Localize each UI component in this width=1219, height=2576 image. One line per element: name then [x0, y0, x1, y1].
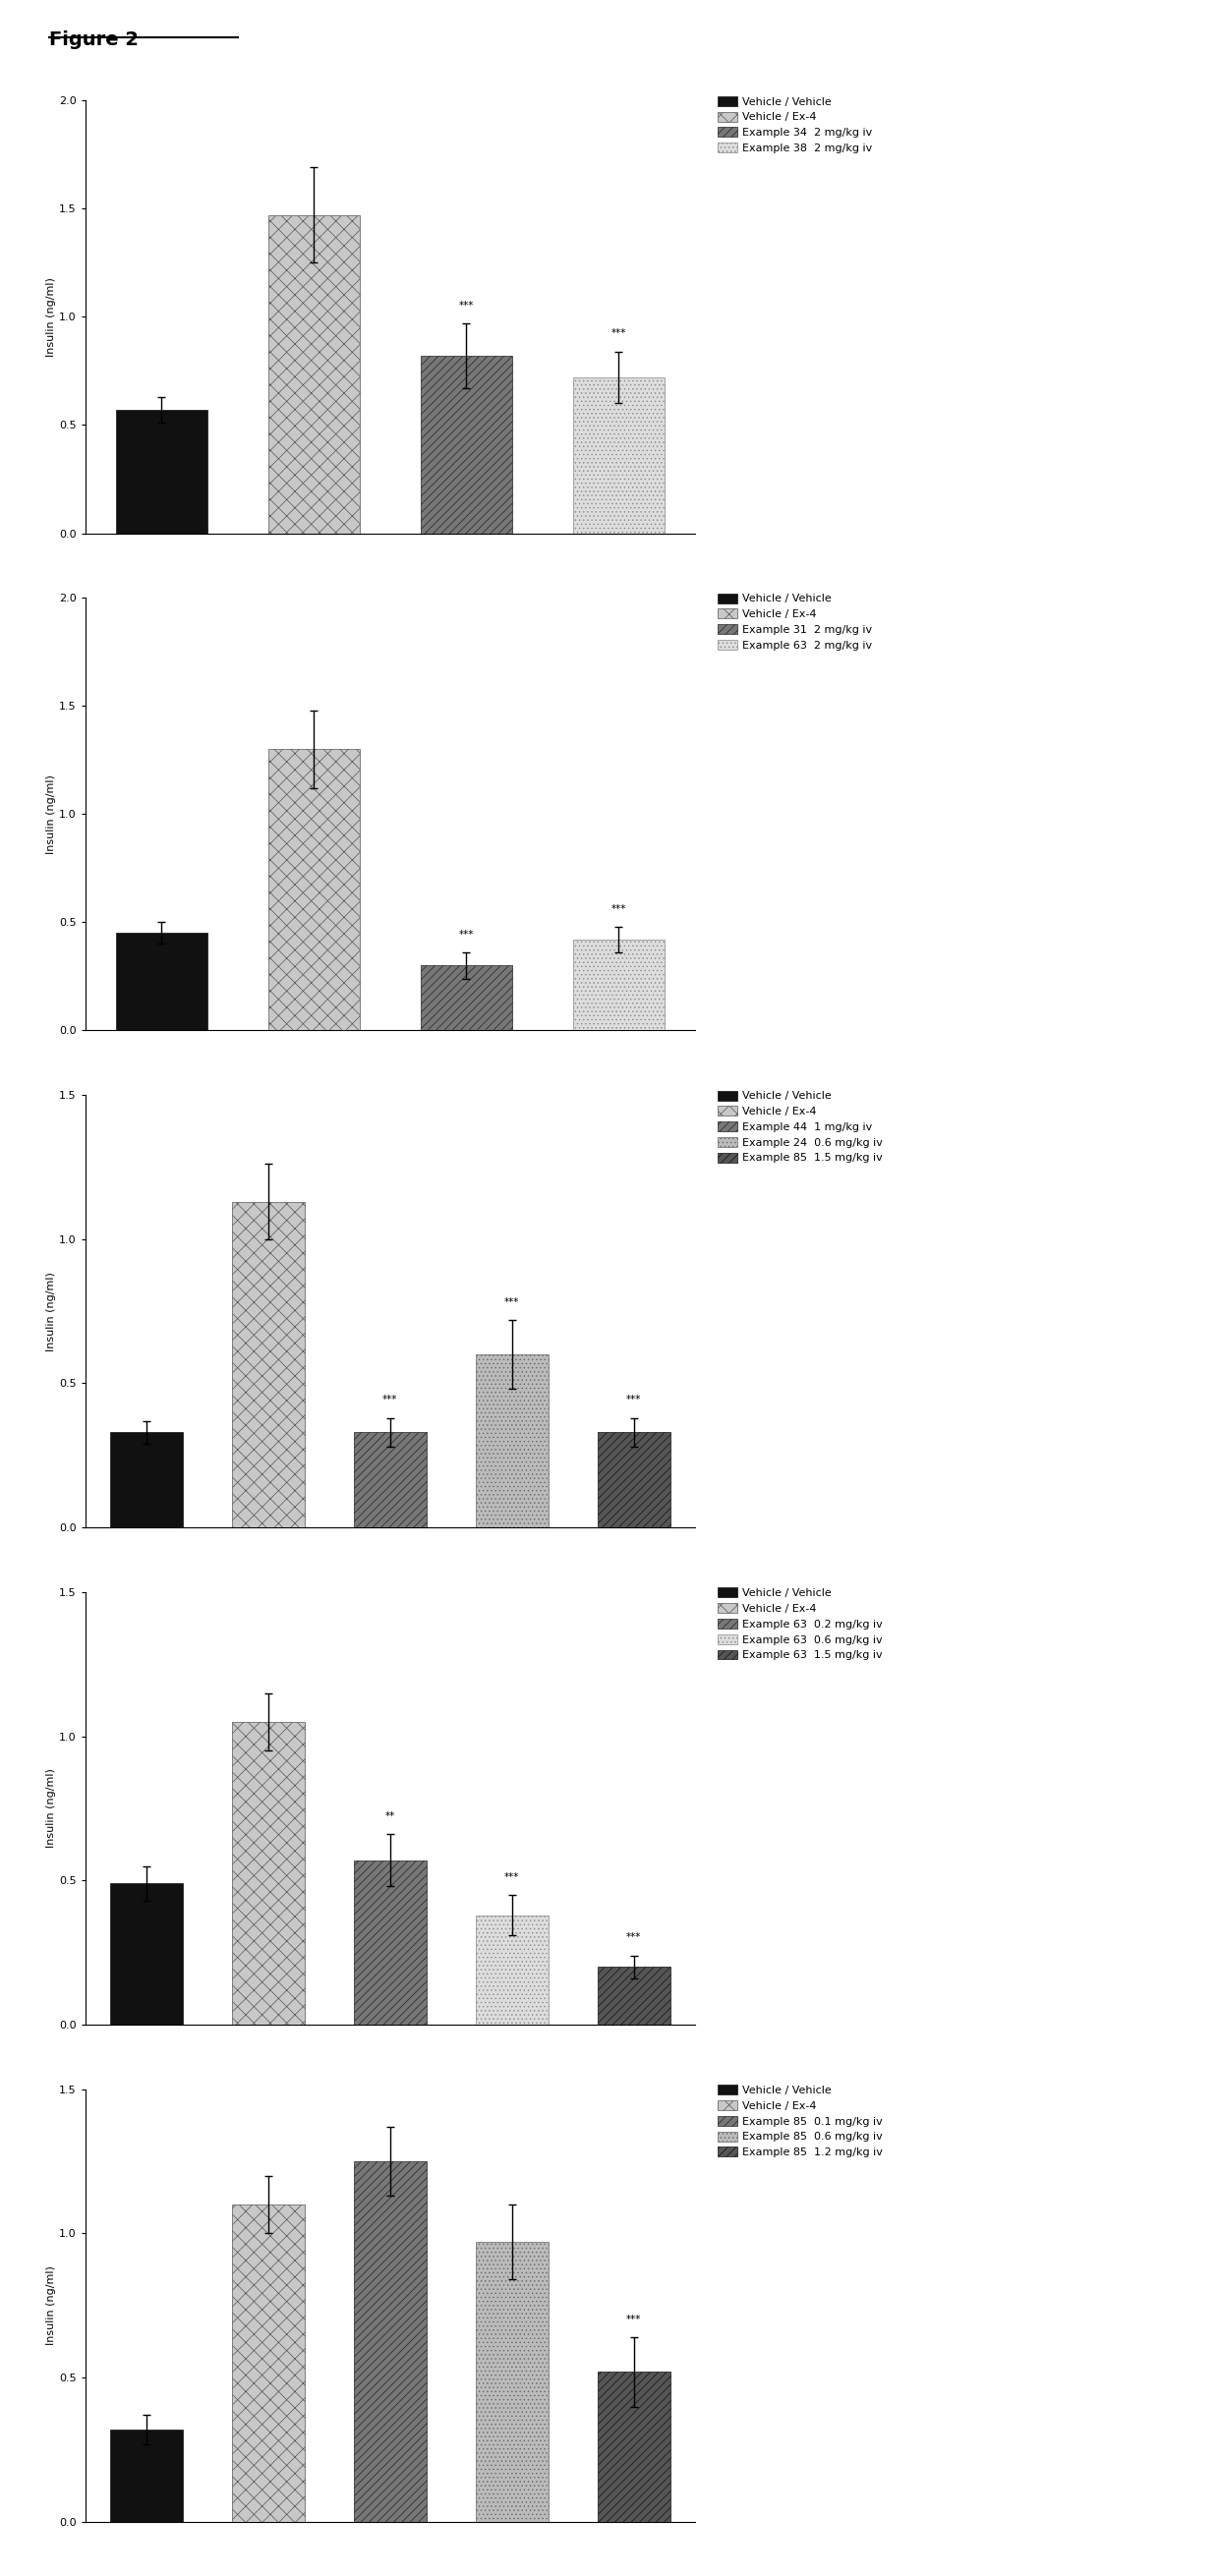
Bar — [597, 1432, 670, 1528]
Legend: Vehicle / Vehicle, Vehicle / Ex-4, Example 34  2 mg/kg iv, Example 38  2 mg/kg i: Vehicle / Vehicle, Vehicle / Ex-4, Examp… — [713, 93, 876, 157]
Bar — [232, 1200, 305, 1528]
Text: ***: *** — [505, 1298, 519, 1306]
Legend: Vehicle / Vehicle, Vehicle / Ex-4, Example 63  0.2 mg/kg iv, Example 63  0.6 mg/: Vehicle / Vehicle, Vehicle / Ex-4, Examp… — [713, 1584, 887, 1664]
Bar — [110, 1432, 183, 1528]
Legend: Vehicle / Vehicle, Vehicle / Ex-4, Example 85  0.1 mg/kg iv, Example 85  0.6 mg/: Vehicle / Vehicle, Vehicle / Ex-4, Examp… — [713, 2081, 887, 2161]
Y-axis label: Insulin (ng/ml): Insulin (ng/ml) — [46, 1273, 56, 1350]
Bar — [573, 940, 664, 1030]
Bar — [597, 1968, 670, 2025]
Bar — [110, 1883, 183, 2025]
Bar — [421, 966, 512, 1030]
Bar — [116, 410, 207, 533]
Y-axis label: Insulin (ng/ml): Insulin (ng/ml) — [46, 278, 56, 355]
Text: ***: *** — [627, 2313, 641, 2324]
Bar — [573, 379, 664, 533]
Bar — [268, 216, 360, 533]
Text: ***: *** — [505, 1873, 519, 1883]
Bar — [475, 1355, 549, 1528]
Bar — [268, 750, 360, 1030]
Text: ***: *** — [611, 904, 627, 914]
Text: ***: *** — [627, 1932, 641, 1942]
Text: **: ** — [385, 1811, 395, 1821]
Legend: Vehicle / Vehicle, Vehicle / Ex-4, Example 44  1 mg/kg iv, Example 24  0.6 mg/kg: Vehicle / Vehicle, Vehicle / Ex-4, Examp… — [713, 1087, 887, 1167]
Bar — [421, 355, 512, 533]
Text: ***: *** — [611, 330, 627, 337]
Y-axis label: Insulin (ng/ml): Insulin (ng/ml) — [46, 2267, 56, 2344]
Text: ***: *** — [458, 930, 474, 940]
Bar — [232, 2205, 305, 2522]
Bar — [597, 2372, 670, 2522]
Bar — [354, 2161, 427, 2522]
Bar — [116, 933, 207, 1030]
Bar — [354, 1432, 427, 1528]
Bar — [110, 2429, 183, 2522]
Text: ***: *** — [627, 1396, 641, 1404]
Y-axis label: Insulin (ng/ml): Insulin (ng/ml) — [46, 1770, 56, 1847]
Legend: Vehicle / Vehicle, Vehicle / Ex-4, Example 31  2 mg/kg iv, Example 63  2 mg/kg i: Vehicle / Vehicle, Vehicle / Ex-4, Examp… — [713, 590, 876, 654]
Y-axis label: Insulin (ng/ml): Insulin (ng/ml) — [46, 775, 56, 853]
Text: ***: *** — [458, 301, 474, 309]
Bar — [475, 1914, 549, 2025]
Text: ***: *** — [383, 1396, 397, 1404]
Bar — [354, 1860, 427, 2025]
Bar — [232, 1721, 305, 2025]
Bar — [475, 2241, 549, 2522]
Text: Figure 2: Figure 2 — [49, 31, 138, 49]
